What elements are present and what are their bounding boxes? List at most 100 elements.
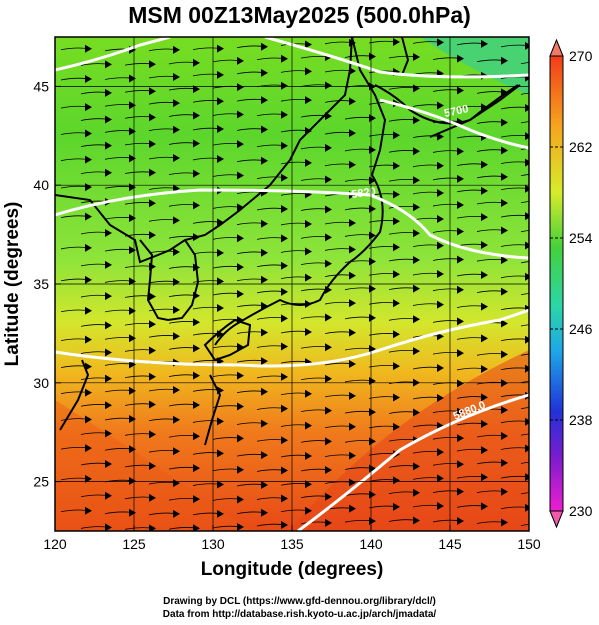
stream-arrow — [129, 415, 136, 424]
stream-arrow — [261, 451, 268, 460]
stream-arrow — [217, 480, 224, 489]
stream-arrow — [149, 60, 156, 69]
stream-arrow — [105, 88, 112, 97]
stream-arrow — [193, 318, 200, 327]
stream-arrow — [281, 81, 288, 90]
stream-arrow — [305, 506, 312, 515]
stream-arrow — [437, 161, 444, 170]
stream-arrow — [437, 393, 444, 402]
stream-arrow — [193, 139, 200, 148]
stream-arrow — [481, 364, 488, 373]
stream-arrow — [129, 334, 136, 343]
stream-arrow — [305, 158, 312, 167]
stream-arrow — [481, 302, 488, 311]
stream-arrow — [325, 205, 332, 214]
stream-arrow — [481, 160, 488, 169]
stream-arrow — [261, 156, 268, 165]
stream-arrow — [85, 444, 92, 453]
stream-arrow — [413, 147, 420, 156]
stream-arrow — [281, 436, 288, 445]
stream-arrow — [129, 101, 136, 110]
stream-arrow — [281, 261, 288, 270]
stream-arrow — [281, 494, 288, 503]
stream-arrow — [261, 248, 268, 257]
stream-arrow — [85, 275, 92, 284]
stream-arrow — [193, 344, 200, 353]
stream-arrow — [85, 506, 92, 515]
stream-arrow — [85, 129, 92, 138]
stream-arrow — [325, 143, 332, 152]
stream-arrow — [193, 169, 200, 178]
streamline — [520, 147, 529, 151]
credit-data: Data from http://database.rish.kyoto-u.a… — [162, 609, 437, 620]
stream-arrow — [481, 446, 488, 455]
stream-arrow — [305, 389, 312, 398]
stream-arrow — [325, 81, 332, 90]
stream-arrow — [525, 272, 529, 281]
stream-arrow — [173, 386, 180, 395]
stream-arrow — [281, 404, 288, 413]
stream-arrow — [525, 103, 529, 112]
stream-arrow — [261, 387, 268, 396]
colorbar-tick-label: 230 — [569, 503, 593, 519]
stream-arrow — [349, 245, 356, 254]
stream-arrow — [457, 147, 464, 156]
stream-arrow — [237, 522, 244, 531]
stream-arrow — [193, 524, 200, 531]
stream-arrow — [437, 474, 444, 483]
stream-arrow — [457, 487, 464, 496]
stream-arrow — [501, 487, 508, 496]
streamline — [520, 174, 529, 177]
stream-arrow — [237, 234, 244, 243]
stream-arrow — [217, 97, 224, 106]
stream-arrow — [217, 277, 224, 286]
stream-arrow — [437, 132, 444, 141]
stream-arrow — [437, 270, 444, 279]
stream-arrow — [173, 154, 180, 163]
stream-arrow — [501, 118, 508, 127]
stream-arrow — [129, 154, 136, 163]
stream-arrow — [393, 330, 400, 339]
stream-arrow — [105, 260, 112, 269]
stream-arrow — [129, 476, 136, 485]
stream-arrow — [173, 216, 180, 225]
stream-arrow — [501, 226, 508, 235]
x-tick-label: 120 — [43, 536, 67, 552]
stream-arrow — [129, 214, 136, 223]
streamline — [520, 324, 529, 327]
stream-arrow — [413, 462, 420, 471]
stream-arrow — [501, 319, 508, 328]
stream-arrow — [349, 97, 356, 106]
stream-arrow — [525, 473, 529, 482]
stream-arrow — [525, 364, 529, 373]
stream-arrow — [129, 306, 136, 315]
stream-arrow — [129, 246, 136, 255]
stream-arrow — [501, 287, 508, 296]
stream-arrow — [85, 103, 92, 112]
stream-arrow — [413, 203, 420, 212]
stream-arrow — [85, 415, 92, 424]
stream-arrow — [217, 304, 224, 313]
stream-arrow — [237, 203, 244, 212]
colorbar: 270 262 254 246 238 230 — [549, 38, 593, 529]
stream-arrow — [237, 371, 244, 380]
stream-arrow — [349, 129, 356, 138]
stream-arrow — [501, 405, 508, 414]
map-title: MSM 00Z13May2025 (500.0hPa) — [128, 2, 471, 28]
stream-arrow — [413, 116, 420, 125]
stream-arrow — [349, 328, 356, 337]
stream-arrow — [237, 56, 244, 65]
stream-arrow — [457, 86, 464, 95]
stream-arrow — [173, 247, 180, 256]
stream-arrow — [261, 508, 268, 517]
stream-arrow — [457, 255, 464, 264]
stream-arrow — [393, 217, 400, 226]
stream-arrow — [305, 40, 312, 49]
stream-arrow — [281, 466, 288, 475]
stream-arrow — [457, 317, 464, 326]
stream-arrow — [457, 174, 464, 183]
stream-arrow — [129, 508, 136, 517]
stream-arrow — [393, 422, 400, 431]
stream-arrow — [193, 495, 200, 504]
stream-arrow — [237, 83, 244, 92]
